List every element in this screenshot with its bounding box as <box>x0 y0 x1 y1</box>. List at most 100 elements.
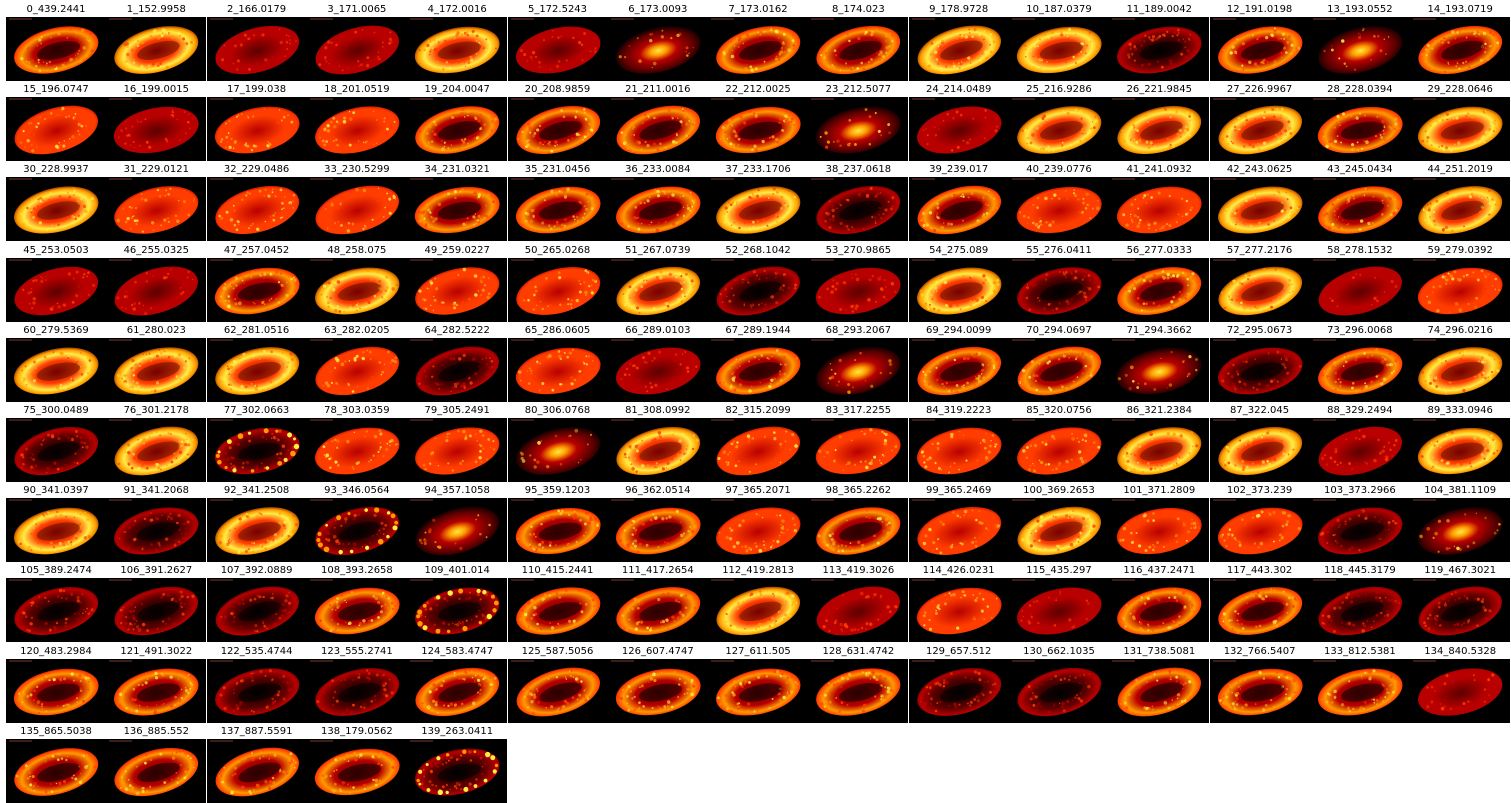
ion-image <box>6 498 106 562</box>
panel-title: 91_341.2068 <box>106 485 206 497</box>
panel-title: 102_373.239 <box>1210 485 1310 497</box>
ion-image <box>508 338 608 402</box>
panel-title: 43_245.0434 <box>1310 164 1410 176</box>
tissue-section <box>410 498 505 562</box>
panel: 57_277.2176 <box>1210 245 1310 322</box>
panel: 59_279.0392 <box>1410 245 1510 322</box>
ion-image <box>808 177 908 241</box>
panel: 46_255.0325 <box>106 245 206 322</box>
tissue-section <box>511 419 605 482</box>
panel-title: 12_191.0198 <box>1210 4 1310 16</box>
ion-image <box>508 97 608 161</box>
ion-image <box>608 258 708 322</box>
panel-title: 48_258.075 <box>307 245 407 257</box>
ion-image <box>508 17 608 81</box>
ion-image <box>307 578 407 642</box>
panel: 64_282.5222 <box>407 325 507 402</box>
tissue-section <box>811 578 906 642</box>
tissue-section <box>1313 258 1408 322</box>
panel: 113_419.3026 <box>808 565 908 642</box>
panel: 77_302.0663 <box>207 405 307 482</box>
panel-title: 84_319.2223 <box>909 405 1009 417</box>
ion-image <box>808 97 908 161</box>
panel-title: 83_317.2255 <box>808 405 908 417</box>
panel-title: 115_435.297 <box>1009 565 1109 577</box>
panel-title: 15_196.0747 <box>6 84 106 96</box>
ion-image <box>508 659 608 723</box>
panel-title: 11_189.0042 <box>1109 4 1209 16</box>
panel-title: 33_230.5299 <box>307 164 407 176</box>
panel: 50_265.0268 <box>508 245 608 322</box>
panel: 110_415.2441 <box>508 565 608 642</box>
panel: 135_865.5038 <box>6 726 106 803</box>
panel-title: 23_212.5077 <box>808 84 908 96</box>
panel: 117_443.302 <box>1210 565 1310 642</box>
ion-image <box>608 177 708 241</box>
panel-title: 118_445.3179 <box>1310 565 1410 577</box>
panel-title: 49_259.0227 <box>407 245 507 257</box>
panel-title: 22_212.0025 <box>708 84 808 96</box>
panel-title: 64_282.5222 <box>407 325 507 337</box>
panel-title: 62_281.0516 <box>207 325 307 337</box>
tissue-section <box>1313 18 1407 81</box>
panel: 3_171.0065 <box>307 4 407 81</box>
ion-image <box>808 418 908 482</box>
panel-title: 110_415.2441 <box>508 565 608 577</box>
panel-title: 47_257.0452 <box>207 245 307 257</box>
ion-image <box>307 177 407 241</box>
ion-image <box>708 578 808 642</box>
ion-image <box>207 418 307 482</box>
tissue-section <box>1213 501 1306 562</box>
panel: 43_245.0434 <box>1310 164 1410 241</box>
panel: 122_535.4744 <box>207 646 307 723</box>
panel-title: 130_662.1035 <box>1009 646 1109 658</box>
ion-image <box>1109 418 1209 482</box>
panel-title: 20_208.9859 <box>508 84 608 96</box>
panel: 120_483.2984 <box>6 646 106 723</box>
panel-title: 0_439.2441 <box>6 4 106 16</box>
tissue-section <box>611 340 705 402</box>
panel-title: 85_320.0756 <box>1009 405 1109 417</box>
panel: 21_211.0016 <box>608 84 708 161</box>
panel: 69_294.0099 <box>909 325 1009 402</box>
panel: 84_319.2223 <box>909 405 1009 482</box>
panel-title: 104_381.1109 <box>1410 485 1510 497</box>
ion-image <box>106 578 206 642</box>
ion-image <box>1210 338 1310 402</box>
ion-image <box>1310 418 1410 482</box>
panel: 29_228.0646 <box>1410 84 1510 161</box>
panel-title: 138_179.0562 <box>307 726 407 738</box>
ion-image <box>307 498 407 562</box>
panel-title: 79_305.2491 <box>407 405 507 417</box>
tissue-section <box>711 418 806 482</box>
panel: 62_281.0516 <box>207 325 307 402</box>
ion-image <box>808 498 908 562</box>
ion-image <box>909 258 1009 322</box>
ion-image <box>708 498 808 562</box>
panel-title: 68_293.2067 <box>808 325 908 337</box>
panel-title: 18_201.0519 <box>307 84 407 96</box>
panel-title: 74_296.0216 <box>1410 325 1510 337</box>
tissue-section <box>1013 181 1106 241</box>
panel-title: 61_280.023 <box>106 325 206 337</box>
panel: 30_228.9937 <box>6 164 106 241</box>
panel: 78_303.0359 <box>307 405 407 482</box>
ion-image <box>307 418 407 482</box>
panel: 68_293.2067 <box>808 325 908 402</box>
panel-title: 81_308.0992 <box>608 405 708 417</box>
panel: 116_437.2471 <box>1109 565 1209 642</box>
ion-image <box>808 338 908 402</box>
ion-image <box>708 177 808 241</box>
panel-title: 32_229.0486 <box>207 164 307 176</box>
panel: 70_294.0697 <box>1009 325 1109 402</box>
panel-title: 72_295.0673 <box>1210 325 1310 337</box>
panel: 130_662.1035 <box>1009 646 1109 723</box>
ion-image <box>1410 498 1510 562</box>
ion-image <box>1410 659 1510 723</box>
panel: 92_341.2508 <box>207 485 307 562</box>
panel: 20_208.9859 <box>508 84 608 161</box>
ion-image <box>1009 578 1109 642</box>
tissue-section <box>912 99 1006 161</box>
panel: 38_237.0618 <box>808 164 908 241</box>
panel: 16_199.0015 <box>106 84 206 161</box>
